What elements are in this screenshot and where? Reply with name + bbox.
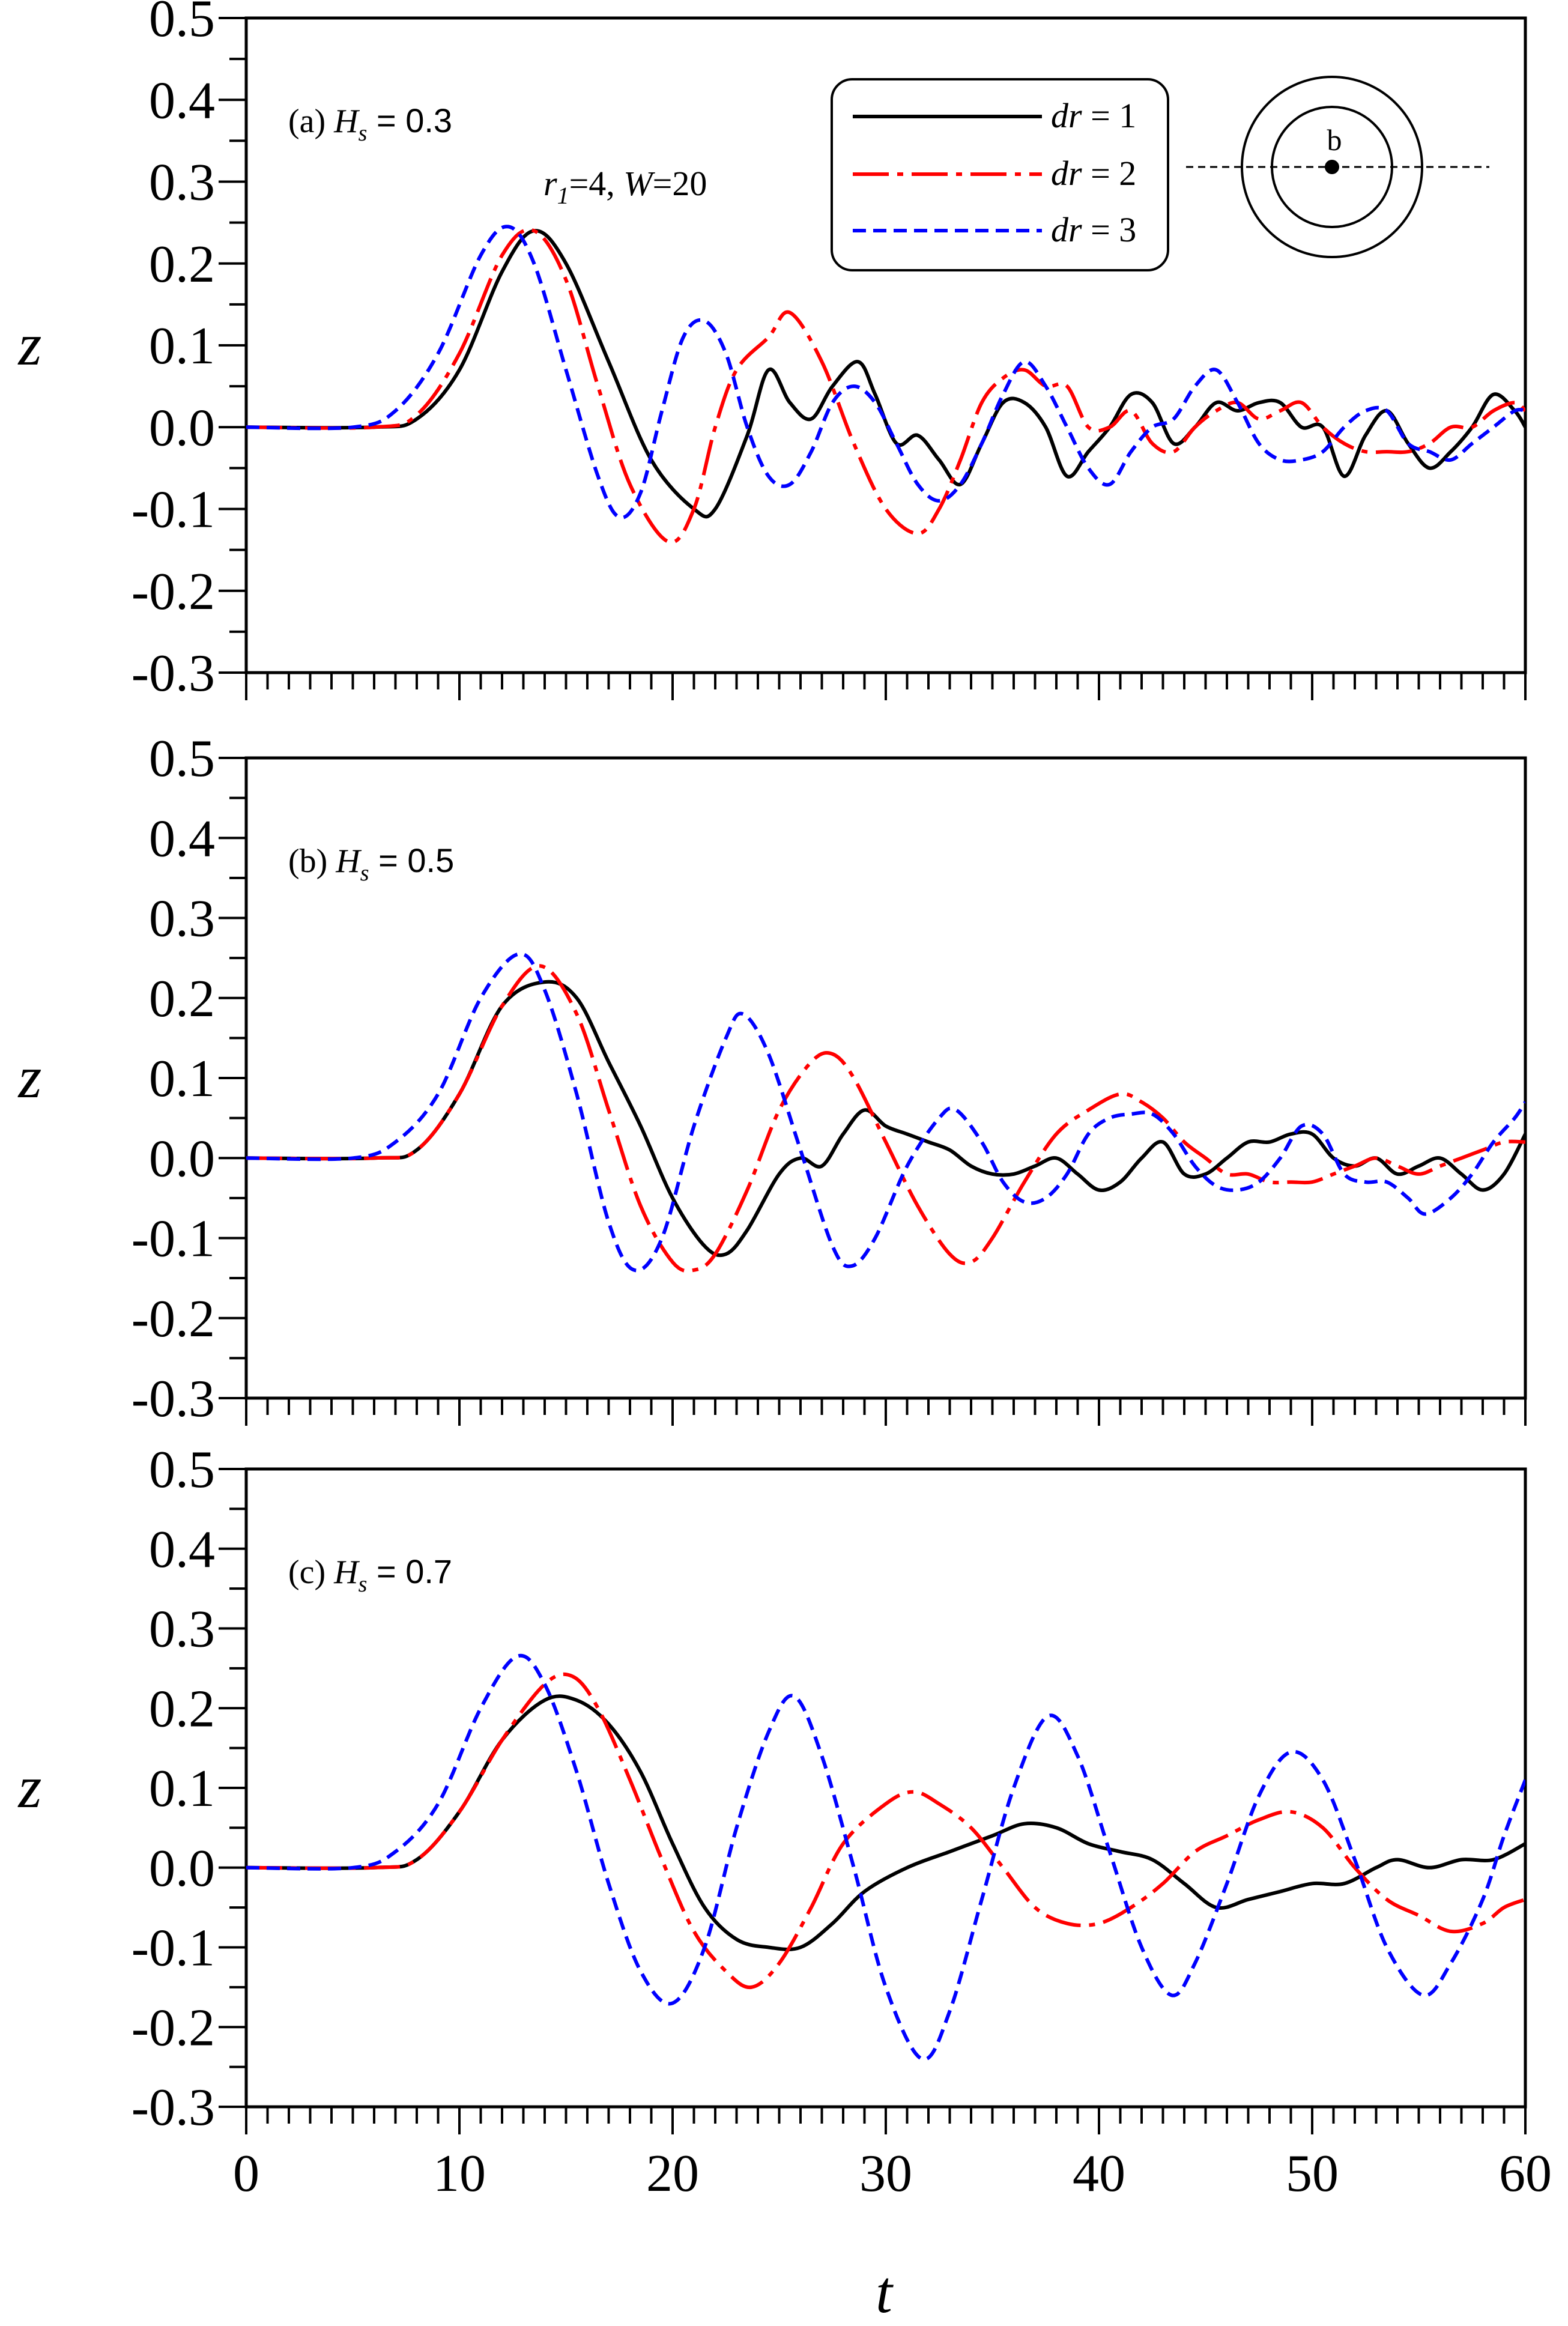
y-tick-label: -0.2	[132, 1290, 215, 1348]
y-tick-label: -0.1	[132, 481, 215, 539]
y-tick-label: 0.1	[149, 317, 215, 375]
x-tick-label: 50	[1286, 2145, 1339, 2203]
x-tick-label: 10	[433, 2145, 486, 2203]
y-tick-label: 0.3	[149, 1601, 215, 1659]
series-line-dr3	[246, 952, 1525, 1273]
y-tick-label: -0.3	[132, 2079, 215, 2137]
series-line-dr3	[246, 1653, 1525, 2061]
panel-label: (b) Hs = 0.5	[288, 841, 454, 886]
params-annotation: r1=4, W=20	[543, 164, 707, 209]
y-tick-label: 0.2	[149, 235, 215, 294]
x-tick-label: 40	[1073, 2145, 1125, 2203]
y-tick-label: 0.5	[149, 0, 215, 48]
legend-label-dr2: dr = 2	[1051, 154, 1136, 193]
x-tick-label: 20	[646, 2145, 699, 2203]
legend-label-dr1: dr = 1	[1051, 96, 1136, 135]
y-tick-label: 0.5	[149, 730, 215, 788]
y-tick-label: 0.3	[149, 154, 215, 212]
series-line-dr1	[246, 229, 1525, 519]
y-tick-label: 0.3	[149, 890, 215, 948]
series-line-dr2	[246, 964, 1525, 1273]
series-group	[246, 225, 1525, 544]
y-axis-title: z	[17, 1754, 42, 1820]
y-tick-label: 0.0	[149, 399, 215, 457]
panel-b: 0.5 0.4 0.3 0.2 0.1 0.0 -0.1 -0.2 -0.3 z (b) Hs = …	[17, 730, 1527, 1428]
x-axis-title: t	[876, 2259, 894, 2325]
panels: 0.5 0.4 0.3 0.2 0.1 0.0 -0.1 -0.2 -0.3 z (a) Hs = …	[17, 0, 1552, 2203]
y-tick-label: 0.0	[149, 1130, 215, 1188]
y-tick-label: 0.1	[149, 1760, 215, 1818]
y-axis-title: z	[17, 1044, 42, 1110]
y-tick-label: 0.1	[149, 1050, 215, 1108]
legend-label-dr3: dr = 3	[1051, 210, 1136, 249]
legend: dr = 1 dr = 2 dr = 3	[831, 78, 1169, 271]
y-tick-label: 0.0	[149, 1840, 215, 1898]
x-tick-label: 30	[859, 2145, 912, 2203]
y-tick-label: 0.4	[149, 1521, 215, 1579]
y-tick-label: -0.1	[132, 1919, 215, 1978]
panel-c: 0.5 0.4 0.3 0.2 0.1 0.0 -0.1 -0.2 -0.3 0 10 20 30 40 5…	[17, 1441, 1552, 2203]
series-line-dr2	[246, 228, 1525, 544]
x-tick-label: 0	[233, 2145, 259, 2203]
inset-point-label: b	[1327, 123, 1342, 157]
series-group	[246, 952, 1525, 1273]
y-tick-label: -0.3	[132, 644, 215, 703]
y-tick-label: -0.3	[132, 1370, 215, 1428]
y-tick-label: -0.2	[132, 563, 215, 621]
series-line-dr3	[246, 225, 1525, 519]
y-tick-label: 0.4	[149, 71, 215, 130]
panel-a: 0.5 0.4 0.3 0.2 0.1 0.0 -0.1 -0.2 -0.3 z (a) Hs = …	[17, 0, 1527, 703]
series-line-dr2	[246, 1672, 1525, 1990]
inset-schematic: b	[1186, 76, 1489, 258]
series-group	[246, 1653, 1525, 2061]
panel-label: (a) Hs = 0.3	[288, 101, 452, 146]
y-tick-label: -0.2	[132, 1999, 215, 2057]
y-tick-label: -0.1	[132, 1210, 215, 1268]
y-tick-label: 0.2	[149, 1680, 215, 1738]
series-line-dr1	[246, 980, 1525, 1258]
y-axis-title: z	[17, 311, 42, 378]
inset-point-marker	[1325, 160, 1339, 174]
series-line-dr1	[246, 1694, 1525, 1951]
panel-label: (c) Hs = 0.7	[288, 1552, 452, 1597]
y-tick-label: 0.5	[149, 1441, 215, 1499]
inset-outer-circle	[1241, 76, 1423, 258]
y-tick-label: 0.2	[149, 970, 215, 1028]
x-tick-label: 60	[1499, 2145, 1552, 2203]
y-tick-label: 0.4	[149, 810, 215, 868]
